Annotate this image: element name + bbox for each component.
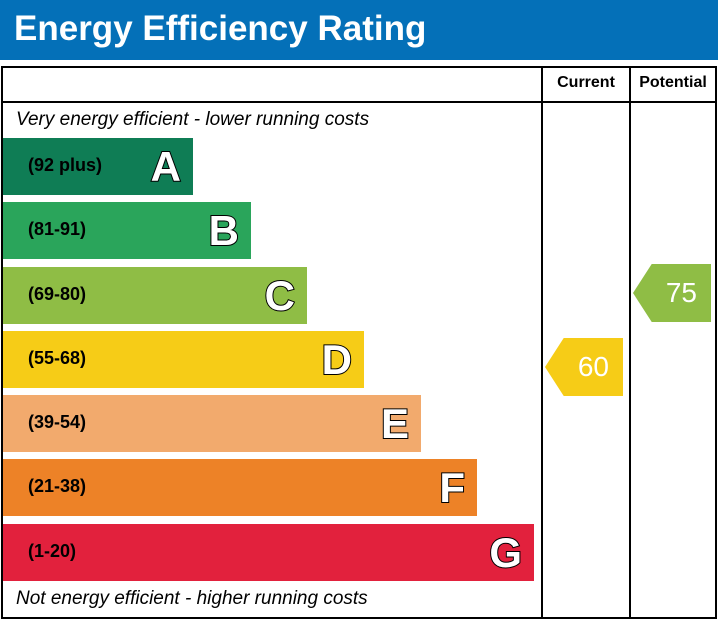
rating-table [1,66,717,619]
current-rating-arrow: 60 [545,338,623,396]
header-divider [1,101,717,103]
potential-header: Potential [639,74,707,91]
band-range: (1-20) [28,541,77,561]
band-letter: C [264,271,296,320]
band-letter: G [488,528,523,577]
potential-rating-arrow: 75 [633,264,711,322]
band-range: (39-54) [28,412,87,432]
band-bar-a: (92 plus) A [3,138,193,195]
band-bar-d: (55-68) D [3,331,364,388]
header-bar: Energy Efficiency Rating [0,0,718,60]
band-letter: A [150,142,182,191]
band-letter: B [208,206,240,255]
band-range: (69-80) [28,284,87,304]
bottom-note: Not energy efficient - higher running co… [16,588,368,609]
current-value: 60 [577,351,609,382]
band-bar-c: (69-80) C [3,267,307,324]
top-note: Very energy efficient - lower running co… [16,109,370,130]
band-bar-b: (81-91) B [3,202,251,259]
band-letter: F [438,463,466,512]
band-bar-e: (39-54) E [3,395,421,452]
band-range: (81-91) [28,219,87,239]
potential-value: 75 [665,277,697,308]
band-bar-g: (1-20) G [3,524,534,581]
band-range: (21-38) [28,476,87,496]
band-range: (92 plus) [28,155,103,175]
column-divider [629,66,631,619]
band-letter: D [321,335,353,384]
chart-title: Energy Efficiency Rating [14,9,427,48]
column-divider [541,66,543,619]
band-range: (55-68) [28,348,87,368]
current-header: Current [557,74,615,91]
band-bar-f: (21-38) F [3,459,477,516]
band-letter: E [380,399,410,448]
